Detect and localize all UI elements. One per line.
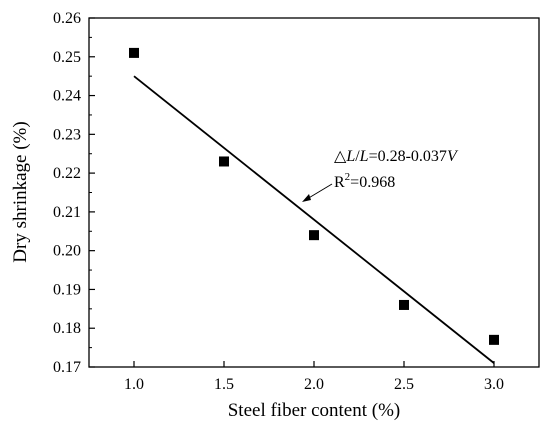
y-axis-title: Dry shrinkage (%) [10,121,31,262]
data-point [129,47,139,58]
data-points [129,47,499,345]
data-point [399,299,409,310]
x-tick-label: 1.0 [124,376,144,393]
r-squared-label: R2=0.968 [334,171,395,191]
y-tick-label: 0.22 [53,165,81,182]
fit-line [133,75,495,364]
x-axis: 1.0 1.5 2.0 2.5 3.0 [124,361,504,393]
x-tick-label: 1.5 [214,376,234,393]
y-tick-label: 0.17 [53,359,81,376]
x-axis-title: Steel fiber content (%) [228,400,401,421]
y-tick-label: 0.25 [53,49,81,66]
annotation-arrow [302,183,333,202]
y-tick-label: 0.18 [53,320,81,337]
y-axis: 0.17 0.18 0.19 0.20 0.21 0.22 0.23 0.24 0.25 0.26 [53,10,95,376]
data-point [489,334,499,345]
y-tick-label: 0.21 [53,204,81,221]
plot-frame [88,17,540,368]
y-tick-label: 0.19 [53,281,81,298]
equation-label: △L/L=0.28-0.037V [334,148,459,165]
y-tick-label: 0.20 [53,243,81,260]
y-tick-label: 0.26 [53,10,81,27]
x-tick-label: 3.0 [484,376,504,393]
y-tick-label: 0.24 [53,88,81,105]
data-point [309,230,319,241]
x-tick-label: 2.5 [394,376,414,393]
data-point [219,156,229,167]
x-tick-label: 2.0 [304,376,324,393]
y-tick-label: 0.23 [53,126,81,143]
